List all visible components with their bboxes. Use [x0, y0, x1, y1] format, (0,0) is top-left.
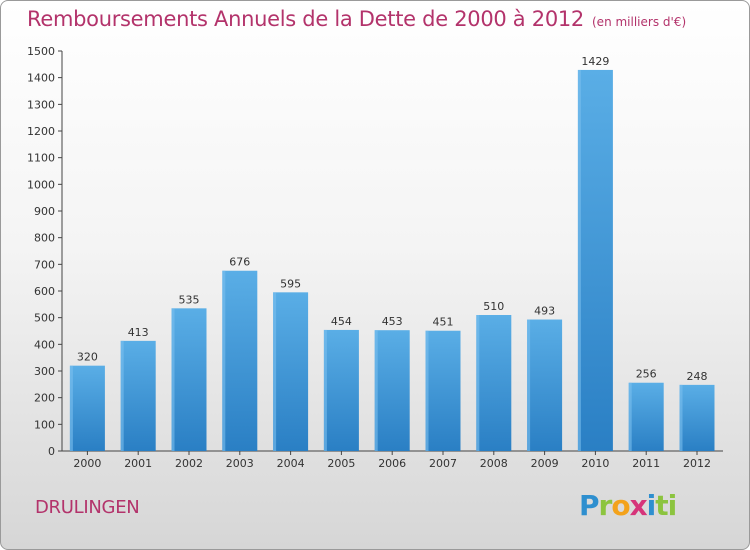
chart-subtitle: (en milliers d'€)	[592, 15, 687, 29]
bar-value-label: 248	[687, 370, 708, 383]
x-tick-label: 2002	[175, 457, 203, 470]
bar-value-label: 595	[280, 277, 301, 290]
bar	[476, 315, 512, 451]
x-tick-label: 2003	[226, 457, 254, 470]
bar	[120, 340, 156, 451]
location-name: DRULINGEN	[35, 497, 140, 518]
logo-letter: P	[579, 489, 600, 522]
bar	[222, 270, 258, 451]
y-tick-label: 100	[34, 418, 55, 431]
bar-highlight	[577, 69, 581, 451]
bar	[679, 384, 715, 451]
y-tick-label: 1000	[27, 178, 55, 191]
y-tick-label: 1100	[27, 152, 55, 165]
bar-value-label: 1429	[581, 55, 609, 68]
bar-highlight	[69, 365, 73, 451]
bar-value-label: 510	[483, 300, 504, 313]
y-tick-label: 1300	[27, 98, 55, 111]
bar-highlight	[628, 382, 632, 451]
y-tick-label: 600	[34, 285, 55, 298]
bar-value-label: 453	[382, 315, 403, 328]
x-tick-label: 2012	[683, 457, 711, 470]
y-tick-label: 700	[34, 258, 55, 271]
bar-value-label: 676	[229, 256, 250, 269]
axes: 0 100 200 300 400 500 600 700 800 900 1000 1100 1200…	[27, 45, 723, 470]
bar-highlight	[679, 384, 683, 451]
bar-highlight	[171, 308, 175, 451]
x-tick-label: 2001	[124, 457, 152, 470]
y-tick-label: 200	[34, 392, 55, 405]
bar-highlight	[273, 292, 277, 451]
x-tick-label: 2007	[429, 457, 457, 470]
logo-letter: ti	[655, 489, 677, 522]
y-tick-label: 1200	[27, 125, 55, 138]
y-tick-label: 1400	[27, 72, 55, 85]
bar-value-label: 454	[331, 315, 352, 328]
bar	[577, 69, 613, 451]
x-tick-label: 2006	[378, 457, 406, 470]
bar-value-label: 535	[179, 293, 200, 306]
data-labels: 320 413 535 676 595 454 453 451 510 493 1429 256 248	[77, 55, 708, 383]
y-tick-label: 300	[34, 365, 55, 378]
bar	[628, 382, 664, 451]
logo-letter: r	[598, 489, 613, 522]
y-tick-label: 500	[34, 312, 55, 325]
x-tick-label: 2005	[327, 457, 355, 470]
bar	[425, 330, 461, 451]
y-tick-label: 0	[48, 445, 55, 458]
bar-highlight	[527, 319, 531, 451]
x-tick-label: 2011	[632, 457, 660, 470]
logo-letter: x	[629, 489, 648, 522]
proxiti-logo: Proxiti	[579, 489, 677, 522]
bar	[69, 365, 105, 451]
chart-title-text: Remboursements Annuels de la Dette de 20…	[27, 7, 584, 31]
y-tick-label: 900	[34, 205, 55, 218]
y-tick-label: 800	[34, 232, 55, 245]
chart-title: Remboursements Annuels de la Dette de 20…	[27, 7, 686, 31]
bar	[171, 308, 207, 451]
bar	[527, 319, 563, 451]
bar	[374, 330, 410, 451]
x-tick-label: 2000	[73, 457, 101, 470]
bar-value-label: 256	[636, 368, 657, 381]
x-tick-label: 2004	[277, 457, 305, 470]
x-tick-label: 2009	[531, 457, 559, 470]
bar-highlight	[425, 330, 429, 451]
x-tick-label: 2010	[581, 457, 609, 470]
bar	[323, 329, 359, 451]
logo-letter: o	[611, 489, 630, 522]
bar-value-label: 493	[534, 305, 555, 318]
y-tick-label: 1500	[27, 45, 55, 58]
bars	[69, 69, 715, 451]
bar-highlight	[120, 340, 124, 451]
bar-highlight	[374, 330, 378, 451]
logo-letter: i	[646, 489, 657, 522]
x-tick-label: 2008	[480, 457, 508, 470]
y-tick-label: 400	[34, 338, 55, 351]
bar-highlight	[323, 329, 327, 451]
bar-value-label: 451	[433, 316, 454, 329]
bar-highlight	[222, 270, 226, 451]
bar-value-label: 413	[128, 326, 149, 339]
bar-highlight	[476, 315, 480, 451]
bar-value-label: 320	[77, 351, 98, 364]
bar	[273, 292, 309, 451]
